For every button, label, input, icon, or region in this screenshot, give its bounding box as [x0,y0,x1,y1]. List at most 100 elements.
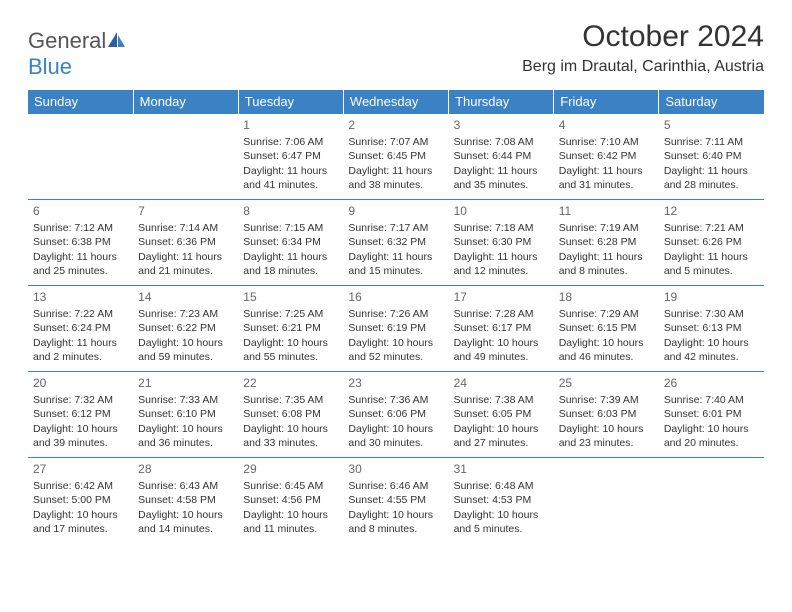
sunrise-text: Sunrise: 7:30 AM [664,307,759,321]
daylight-text: Daylight: 10 hours and 20 minutes. [664,422,759,450]
daylight-text: Daylight: 10 hours and 11 minutes. [243,508,338,536]
calendar-day-cell: 21Sunrise: 7:33 AMSunset: 6:10 PMDayligh… [133,372,238,458]
daylight-text: Daylight: 10 hours and 14 minutes. [138,508,233,536]
day-number: 28 [138,461,233,477]
day-number: 21 [138,375,233,391]
day-number: 3 [454,117,549,133]
location-text: Berg im Drautal, Carinthia, Austria [522,58,764,76]
day-number: 2 [348,117,443,133]
sunset-text: Sunset: 6:40 PM [664,149,759,163]
sunset-text: Sunset: 6:42 PM [559,149,654,163]
calendar-day-cell: 12Sunrise: 7:21 AMSunset: 6:26 PMDayligh… [659,200,764,286]
day-number: 16 [348,289,443,305]
calendar-day-cell: 17Sunrise: 7:28 AMSunset: 6:17 PMDayligh… [449,286,554,372]
sunset-text: Sunset: 6:13 PM [664,321,759,335]
sunrise-text: Sunrise: 7:21 AM [664,221,759,235]
day-header-row: Sunday Monday Tuesday Wednesday Thursday… [28,90,764,114]
dayhead-mon: Monday [133,90,238,114]
sunset-text: Sunset: 6:45 PM [348,149,443,163]
dayhead-thu: Thursday [449,90,554,114]
calendar-day-cell: 1Sunrise: 7:06 AMSunset: 6:47 PMDaylight… [238,114,343,200]
calendar-day-cell: 14Sunrise: 7:23 AMSunset: 6:22 PMDayligh… [133,286,238,372]
daylight-text: Daylight: 11 hours and 18 minutes. [243,250,338,278]
sunrise-text: Sunrise: 7:35 AM [243,393,338,407]
daylight-text: Daylight: 10 hours and 52 minutes. [348,336,443,364]
day-number: 1 [243,117,338,133]
sunset-text: Sunset: 6:24 PM [33,321,128,335]
sunrise-text: Sunrise: 7:07 AM [348,135,443,149]
brand-name-1: General [28,28,106,53]
sunrise-text: Sunrise: 6:43 AM [138,479,233,493]
calendar-day-cell: 6Sunrise: 7:12 AMSunset: 6:38 PMDaylight… [28,200,133,286]
day-number: 8 [243,203,338,219]
sunset-text: Sunset: 6:28 PM [559,235,654,249]
daylight-text: Daylight: 10 hours and 30 minutes. [348,422,443,450]
sunset-text: Sunset: 6:22 PM [138,321,233,335]
sunset-text: Sunset: 6:34 PM [243,235,338,249]
sunrise-text: Sunrise: 7:33 AM [138,393,233,407]
calendar-day-cell: 3Sunrise: 7:08 AMSunset: 6:44 PMDaylight… [449,114,554,200]
sunrise-text: Sunrise: 7:11 AM [664,135,759,149]
calendar-day-cell: 13Sunrise: 7:22 AMSunset: 6:24 PMDayligh… [28,286,133,372]
sail-icon [108,32,126,53]
day-number: 27 [33,461,128,477]
sunset-text: Sunset: 6:01 PM [664,407,759,421]
sunset-text: Sunset: 4:53 PM [454,493,549,507]
day-number: 13 [33,289,128,305]
daylight-text: Daylight: 10 hours and 8 minutes. [348,508,443,536]
calendar-page: General Blue October 2024 Berg im Drauta… [0,0,792,564]
daylight-text: Daylight: 11 hours and 35 minutes. [454,164,549,192]
calendar-day-cell: 26Sunrise: 7:40 AMSunset: 6:01 PMDayligh… [659,372,764,458]
day-number: 12 [664,203,759,219]
daylight-text: Daylight: 10 hours and 33 minutes. [243,422,338,450]
daylight-text: Daylight: 11 hours and 2 minutes. [33,336,128,364]
sunset-text: Sunset: 6:08 PM [243,407,338,421]
sunset-text: Sunset: 6:10 PM [138,407,233,421]
calendar-day-cell: 22Sunrise: 7:35 AMSunset: 6:08 PMDayligh… [238,372,343,458]
sunset-text: Sunset: 6:17 PM [454,321,549,335]
page-header: General Blue October 2024 Berg im Drauta… [28,20,764,80]
sunrise-text: Sunrise: 7:38 AM [454,393,549,407]
brand-logo: General Blue [28,20,126,80]
sunset-text: Sunset: 6:03 PM [559,407,654,421]
sunset-text: Sunset: 6:30 PM [454,235,549,249]
dayhead-tue: Tuesday [238,90,343,114]
sunrise-text: Sunrise: 7:15 AM [243,221,338,235]
day-number: 14 [138,289,233,305]
sunrise-text: Sunrise: 7:12 AM [33,221,128,235]
daylight-text: Daylight: 11 hours and 15 minutes. [348,250,443,278]
day-number: 23 [348,375,443,391]
sunrise-text: Sunrise: 7:08 AM [454,135,549,149]
daylight-text: Daylight: 11 hours and 25 minutes. [33,250,128,278]
sunrise-text: Sunrise: 6:45 AM [243,479,338,493]
sunset-text: Sunset: 6:47 PM [243,149,338,163]
day-number: 7 [138,203,233,219]
sunset-text: Sunset: 5:00 PM [33,493,128,507]
calendar-day-cell: 29Sunrise: 6:45 AMSunset: 4:56 PMDayligh… [238,458,343,544]
logo-text-block: General Blue [28,28,126,80]
calendar-week-row: 13Sunrise: 7:22 AMSunset: 6:24 PMDayligh… [28,286,764,372]
calendar-day-cell: 5Sunrise: 7:11 AMSunset: 6:40 PMDaylight… [659,114,764,200]
sunset-text: Sunset: 6:36 PM [138,235,233,249]
calendar-week-row: 1Sunrise: 7:06 AMSunset: 6:47 PMDaylight… [28,114,764,200]
daylight-text: Daylight: 10 hours and 55 minutes. [243,336,338,364]
sunrise-text: Sunrise: 7:32 AM [33,393,128,407]
daylight-text: Daylight: 10 hours and 23 minutes. [559,422,654,450]
sunset-text: Sunset: 4:58 PM [138,493,233,507]
sunrise-text: Sunrise: 7:17 AM [348,221,443,235]
daylight-text: Daylight: 10 hours and 39 minutes. [33,422,128,450]
day-number: 4 [559,117,654,133]
day-number: 9 [348,203,443,219]
sunset-text: Sunset: 6:26 PM [664,235,759,249]
calendar-body: 1Sunrise: 7:06 AMSunset: 6:47 PMDaylight… [28,114,764,544]
month-title: October 2024 [522,20,764,54]
day-number: 25 [559,375,654,391]
day-number: 15 [243,289,338,305]
calendar-day-cell: 31Sunrise: 6:48 AMSunset: 4:53 PMDayligh… [449,458,554,544]
calendar-week-row: 27Sunrise: 6:42 AMSunset: 5:00 PMDayligh… [28,458,764,544]
calendar-day-cell [28,114,133,200]
daylight-text: Daylight: 11 hours and 31 minutes. [559,164,654,192]
sunrise-text: Sunrise: 7:39 AM [559,393,654,407]
sunrise-text: Sunrise: 7:29 AM [559,307,654,321]
dayhead-fri: Friday [554,90,659,114]
